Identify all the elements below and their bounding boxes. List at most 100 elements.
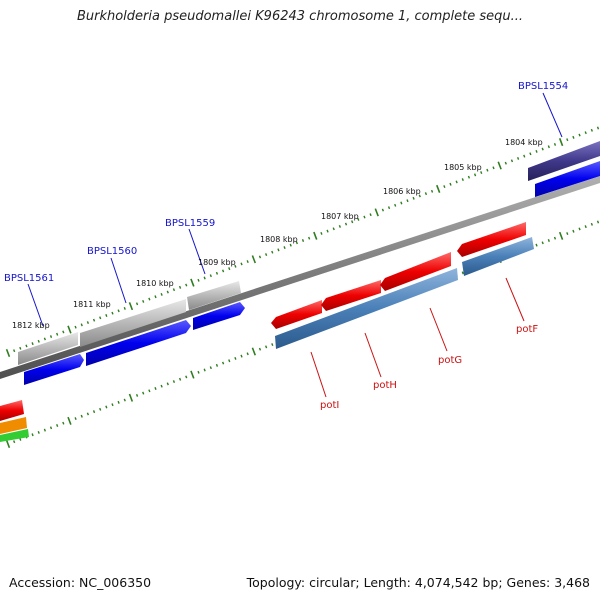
upper-scale-minor-tick [332, 227, 335, 231]
upper-scale-major-tick [497, 161, 502, 170]
lower-scale-minor-tick [234, 356, 237, 360]
upper-scale-minor-tick [258, 255, 262, 259]
lower-scale-minor-tick [74, 417, 77, 421]
upper-scale-minor-tick [246, 260, 249, 264]
upper-scale-minor-tick [185, 283, 188, 287]
upper-scale-minor-tick [516, 157, 520, 160]
lower-scale-minor-tick [197, 370, 200, 374]
cds-red-pot-i[interactable] [271, 300, 322, 329]
cds-gray-bpsl1560[interactable] [80, 299, 186, 347]
upper-scale-minor-tick [424, 192, 428, 196]
upper-scale-minor-tick [265, 253, 268, 257]
upper-scale-minor-tick [62, 330, 65, 334]
upper-scale-minor-tick [283, 246, 286, 249]
gene-label-bpsl1559[interactable]: BPSL1559 [165, 218, 215, 229]
upper-scale-minor-tick [234, 264, 237, 268]
upper-scale-minor-tick [529, 152, 532, 156]
gene-label-pot-h[interactable]: potH [373, 380, 397, 391]
upper-scale-minor-tick [430, 189, 434, 193]
scale-label-1809: 1809 kbp [198, 258, 236, 267]
chromosome-backbone [0, 176, 600, 379]
accession-text: Accession: NC_006350 [9, 575, 152, 590]
cds-steel-operon[interactable] [275, 268, 458, 349]
upper-scale-minor-tick [74, 325, 77, 329]
upper-scale-minor-tick [209, 274, 212, 278]
lower-scale-minor-tick [203, 368, 206, 372]
upper-scale-major-tick [436, 184, 441, 193]
lower-scale-major-tick [67, 416, 72, 425]
upper-scale-minor-tick [590, 128, 593, 132]
upper-scale-minor-tick [584, 131, 587, 135]
upper-scale-minor-tick [400, 201, 403, 205]
upper-scale-minor-tick [19, 346, 22, 350]
upper-scale-minor-tick [412, 196, 415, 200]
upper-scale-minor-tick [142, 299, 145, 303]
genome-summary-text: Topology: circular; Length: 4,074,542 bp… [246, 575, 590, 590]
cds-gray-bpsl1561[interactable] [18, 332, 78, 365]
gene-label-bpsl1560[interactable]: BPSL1560 [87, 246, 137, 257]
lower-scale-minor-tick [553, 236, 557, 240]
cds-blue-2[interactable] [86, 320, 191, 366]
upper-scale-track [5, 126, 600, 358]
lower-scale-minor-tick [31, 433, 34, 437]
lower-scale-minor-tick [160, 384, 163, 388]
lower-scale-minor-tick [535, 243, 538, 247]
gene-label-pot-f[interactable]: potF [516, 324, 538, 335]
upper-scale-minor-tick [381, 208, 385, 212]
cds-blue-4[interactable] [535, 161, 600, 197]
upper-scale-minor-tick [338, 224, 341, 228]
cds-green-edge[interactable] [0, 429, 29, 442]
upper-scale-minor-tick [553, 142, 557, 146]
upper-scale-minor-tick [566, 138, 569, 142]
upper-scale-minor-tick [369, 213, 372, 217]
upper-scale-minor-tick [357, 217, 360, 221]
lower-scale-minor-tick [547, 239, 550, 242]
gene-labels: BPSL1561 BPSL1560 BPSL1559 BPSL1554 potI… [4, 81, 568, 411]
lower-scale-minor-tick [240, 354, 243, 358]
upper-scale-minor-tick [154, 295, 157, 299]
upper-scale-minor-tick [99, 316, 102, 320]
lower-scale-minor-tick [43, 428, 46, 432]
gene-label-pot-g[interactable]: potG [438, 355, 462, 366]
upper-scale-minor-tick [320, 232, 323, 235]
upper-scale-minor-tick [49, 335, 53, 339]
lower-scale-major-tick [558, 231, 564, 240]
cds-gray-bpsl1559[interactable] [187, 281, 241, 310]
lower-scale-minor-tick [19, 437, 22, 441]
upper-scale-minor-tick [572, 135, 575, 139]
cds-blue-1[interactable] [24, 354, 84, 385]
gene-label-pot-i[interactable]: potI [320, 400, 339, 411]
gene-label-bpsl1561[interactable]: BPSL1561 [4, 273, 54, 284]
lower-scale-minor-tick [154, 387, 157, 390]
upper-scale-minor-tick [363, 215, 366, 219]
lower-scale-minor-tick [566, 232, 569, 236]
upper-scale-major-tick [558, 138, 564, 147]
cds-steel-pot-f[interactable] [462, 237, 534, 276]
label-leader-lines [27, 92, 563, 398]
cds-red-edge[interactable] [0, 400, 24, 421]
upper-scale-minor-tick [406, 199, 409, 203]
upper-scale-minor-tick [523, 154, 526, 158]
upper-scale-minor-tick [37, 339, 40, 343]
gene-label-bpsl1554[interactable]: BPSL1554 [518, 81, 568, 92]
upper-scale-minor-tick [43, 337, 46, 341]
upper-scale-minor-tick [480, 171, 483, 174]
upper-strand-features [18, 141, 600, 385]
cds-red-pot-f[interactable] [457, 222, 526, 257]
cds-red-pot-g[interactable] [380, 252, 451, 291]
map-title: Burkholderia pseudomallei K96243 chromos… [76, 9, 524, 24]
lower-scale-minor-tick [80, 414, 83, 418]
upper-scale-minor-tick [301, 239, 305, 242]
upper-scale-minor-tick [31, 342, 34, 346]
upper-scale-minor-tick [56, 332, 59, 336]
upper-scale-minor-tick [203, 276, 206, 280]
cds-orange-edge[interactable] [0, 417, 27, 434]
upper-scale-minor-tick [86, 321, 90, 324]
upper-scale-minor-tick [172, 288, 176, 292]
upper-scale-minor-tick [449, 182, 452, 186]
cds-navy-bpsl1554[interactable] [528, 141, 600, 181]
cds-red-pot-h[interactable] [321, 280, 381, 311]
cds-blue-3[interactable] [193, 302, 245, 330]
